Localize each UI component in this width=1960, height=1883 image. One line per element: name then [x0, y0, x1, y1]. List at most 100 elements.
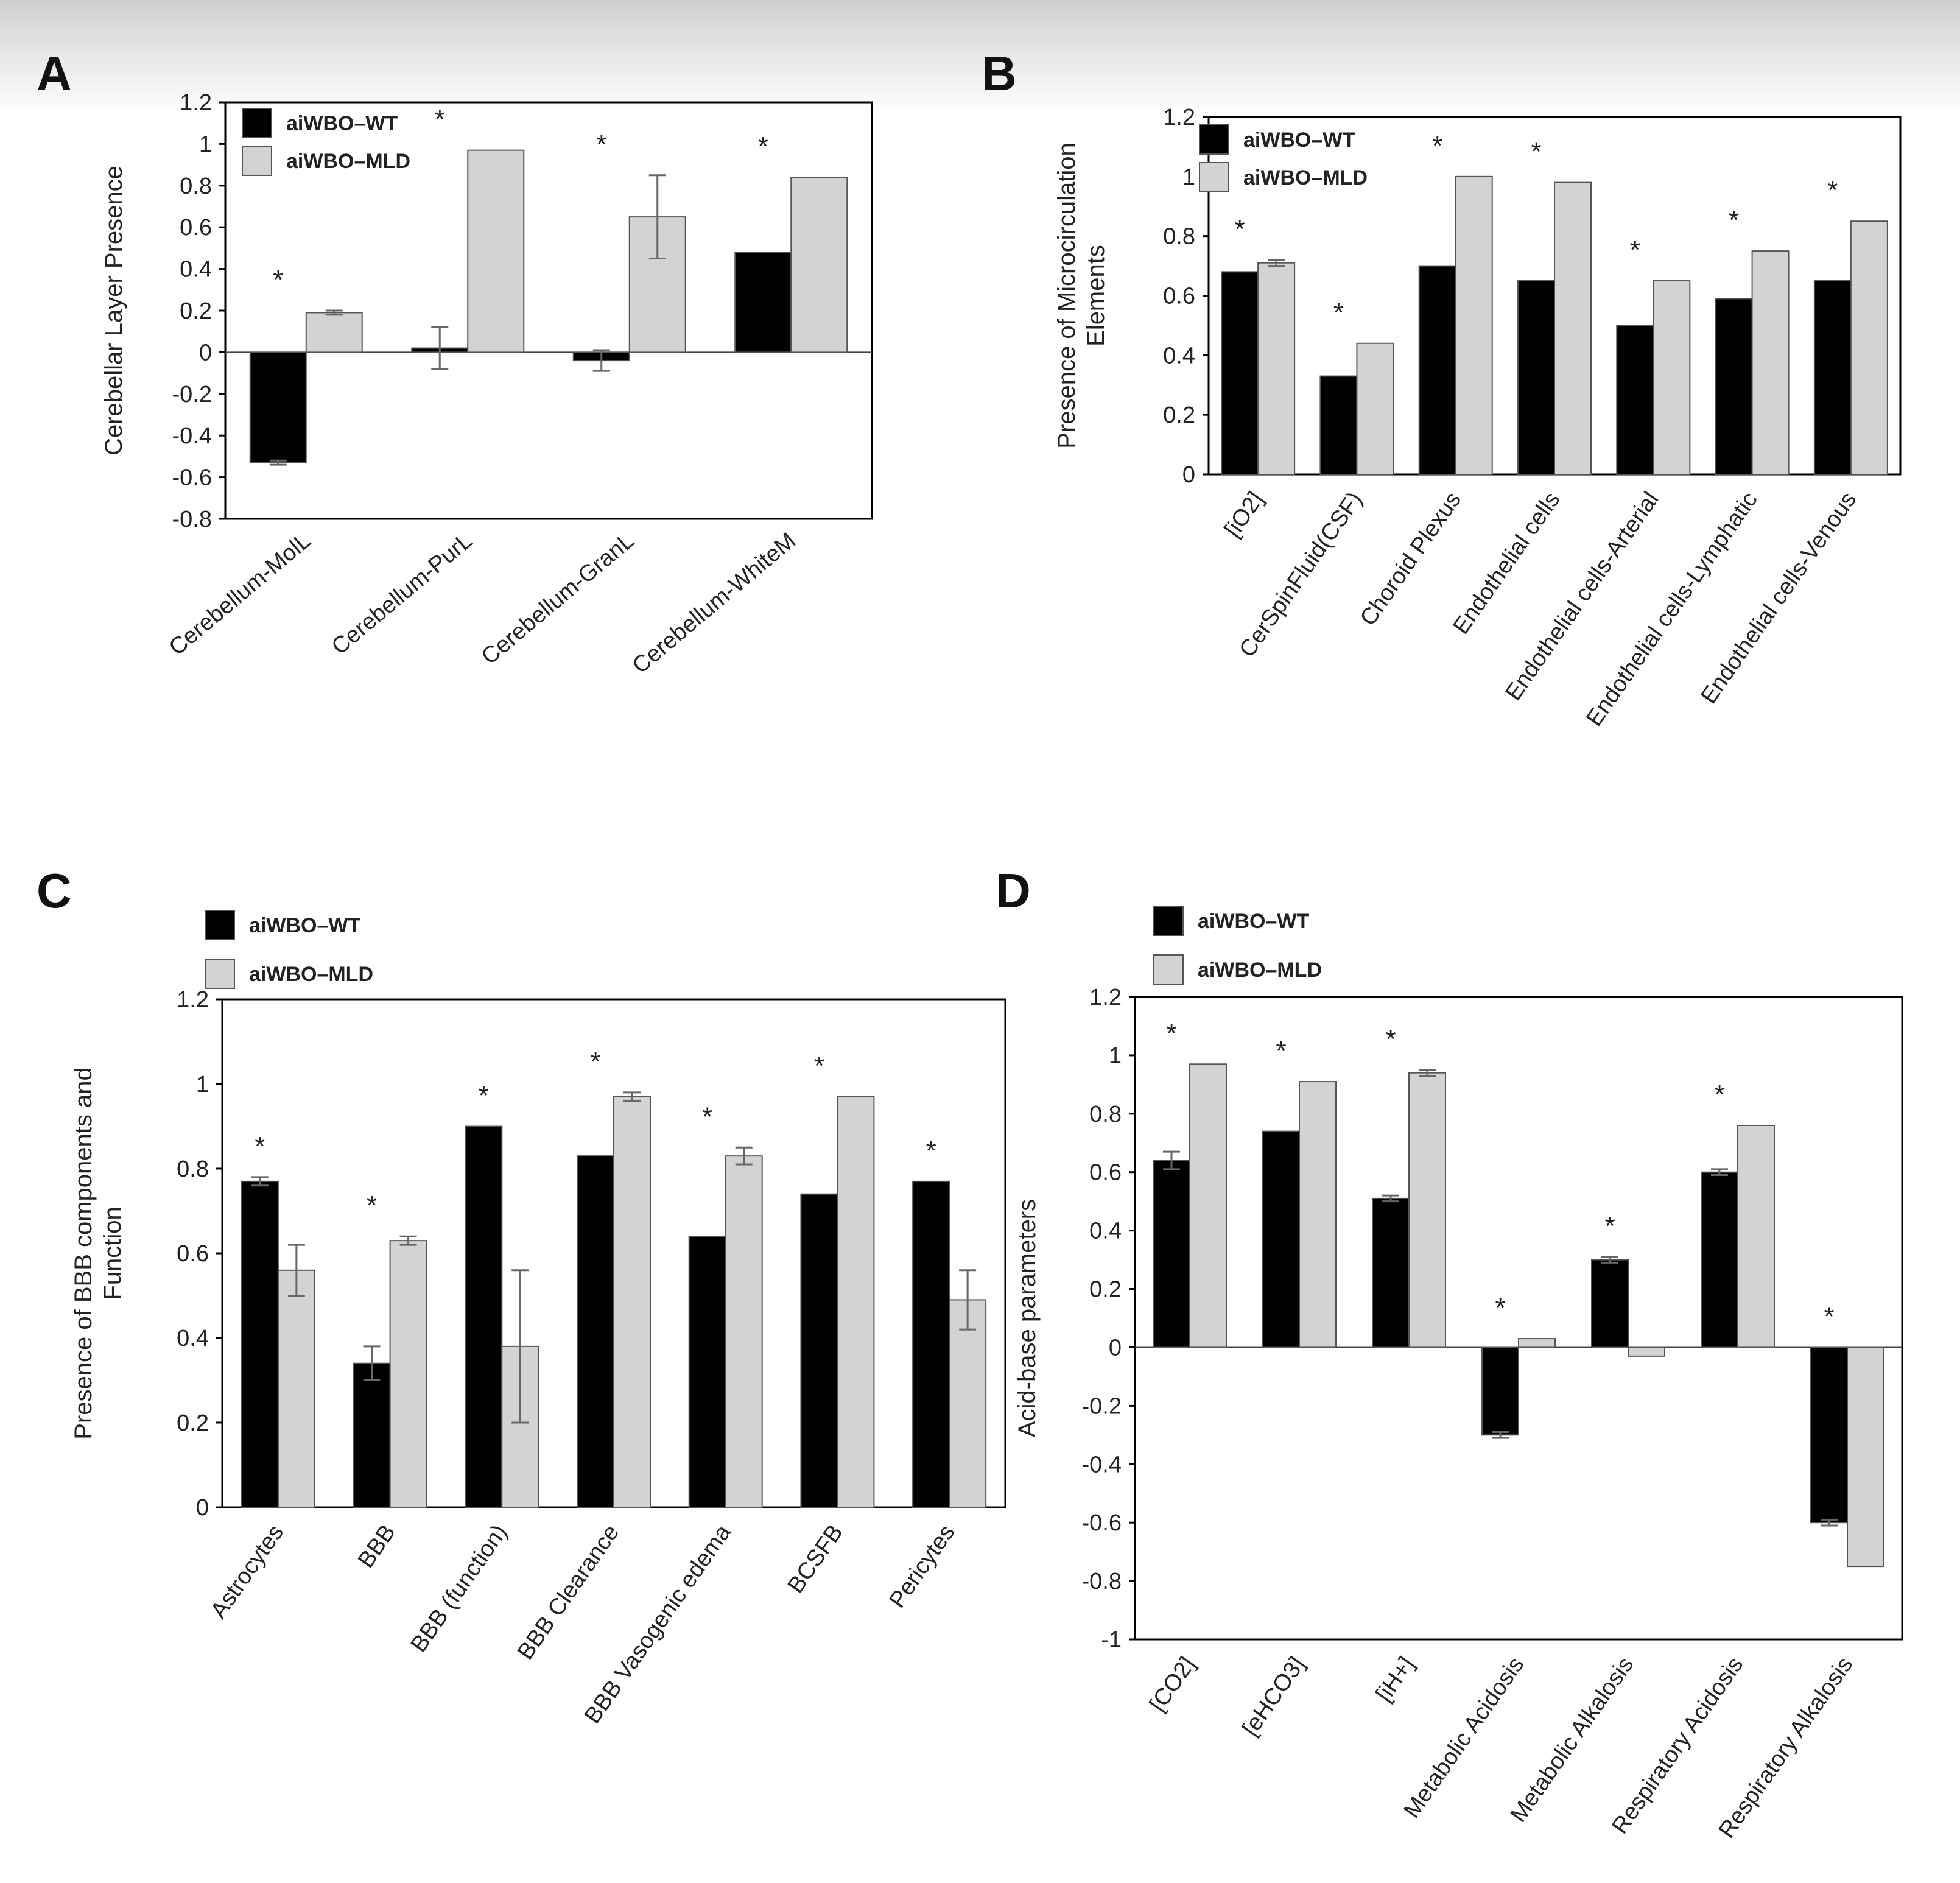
panel-letter: A	[37, 46, 72, 100]
bar-wt	[1153, 1160, 1190, 1348]
significance-star: *	[479, 1081, 489, 1111]
bar-mld	[1554, 181, 1592, 475]
significance-star: *	[1824, 1301, 1834, 1331]
y-tick-label: 0.6	[1089, 1160, 1122, 1186]
significance-star: *	[926, 1136, 936, 1166]
y-tick-label: 0.2	[1163, 403, 1195, 428]
bar-mld	[1356, 342, 1394, 475]
significance-star: *	[1729, 205, 1739, 235]
y-tick-label: 0.6	[1163, 284, 1195, 309]
bar-mld	[1628, 1346, 1665, 1357]
bar-mld	[305, 312, 363, 353]
significance-star: *	[367, 1191, 377, 1220]
y-tick-label: 0	[196, 1495, 209, 1521]
y-tick-label: 1	[199, 132, 212, 157]
y-tick-label: 0.2	[180, 298, 212, 324]
y-tick-label: -0.6	[1082, 1510, 1122, 1536]
bar-mld	[725, 1155, 763, 1508]
bar-mld	[1518, 1338, 1556, 1348]
category-label: [CO2]	[1145, 1652, 1200, 1716]
y-tick-label: -0.6	[172, 465, 212, 491]
bar-wt	[1591, 1259, 1629, 1348]
significance-star: *	[1385, 1024, 1396, 1054]
top-shade	[0, 0, 1960, 116]
y-tick-label: 0.4	[180, 257, 212, 283]
significance-star: *	[1333, 298, 1344, 328]
legend-label-mld: aiWBO–MLD	[1243, 166, 1368, 189]
bar-wt	[912, 1180, 950, 1508]
bar-mld	[1737, 1125, 1775, 1348]
y-tick-label: -0.2	[1082, 1393, 1122, 1419]
legend-swatch-wt	[242, 108, 272, 138]
panel-letter: D	[996, 864, 1031, 918]
significance-star: *	[1531, 137, 1541, 167]
bar-wt	[1418, 265, 1456, 475]
bar-wt	[734, 252, 792, 353]
legend-swatch-wt	[205, 910, 235, 940]
significance-star: *	[590, 1047, 600, 1077]
bar-wt	[249, 351, 307, 463]
y-tick-label: -0.4	[1082, 1452, 1122, 1477]
significance-star: *	[1166, 1018, 1176, 1048]
bar-mld	[1299, 1081, 1337, 1348]
bar-wt	[1262, 1130, 1300, 1348]
bar-mld	[1408, 1072, 1446, 1348]
legend-label-wt: aiWBO–WT	[1198, 910, 1309, 933]
y-tick-label: 0.2	[177, 1410, 209, 1436]
bar-mld	[1189, 1063, 1227, 1348]
bar-wt	[1517, 280, 1555, 475]
y-tick-label: 0	[1182, 462, 1195, 488]
y-tick-label: -0.8	[172, 507, 212, 532]
y-tick-label: 1.2	[180, 90, 212, 116]
legend-swatch-mld	[1153, 954, 1184, 985]
y-tick-label: -1	[1101, 1627, 1122, 1653]
bar-wt	[1701, 1171, 1738, 1348]
significance-star: *	[435, 105, 445, 135]
significance-star: *	[596, 130, 606, 160]
legend-label-mld: aiWBO–MLD	[249, 963, 373, 986]
legend-label-wt: aiWBO–WT	[249, 914, 360, 937]
y-tick-label: 0.4	[1089, 1219, 1122, 1244]
category-label: [iH+]	[1371, 1652, 1420, 1706]
y-axis-label: Presence of Microcirculation	[1053, 143, 1080, 448]
significance-star: *	[758, 132, 768, 161]
y-tick-label: 0.8	[180, 174, 212, 199]
significance-star: *	[1604, 1211, 1615, 1241]
bar-wt	[1372, 1197, 1410, 1348]
significance-star: *	[255, 1132, 265, 1161]
y-tick-label: -0.2	[172, 382, 212, 407]
significance-star: *	[702, 1102, 712, 1132]
y-tick-label: 0.4	[1163, 343, 1195, 368]
y-tick-label: -0.4	[172, 423, 212, 449]
bar-mld	[467, 149, 525, 353]
significance-star: *	[1495, 1293, 1505, 1323]
legend-swatch-mld	[1199, 162, 1229, 192]
significance-star: *	[273, 265, 283, 295]
bar-wt	[1810, 1346, 1848, 1524]
bar-wt	[241, 1180, 279, 1508]
category-label: [eHCO3]	[1237, 1652, 1310, 1740]
y-tick-label: 0.2	[1089, 1277, 1122, 1303]
bar-mld	[389, 1240, 427, 1508]
y-tick-label: 0.6	[177, 1241, 209, 1267]
bar-wt	[1481, 1346, 1519, 1436]
bar-wt	[688, 1236, 726, 1508]
y-tick-label: 1	[1182, 164, 1195, 190]
panel-letter: C	[37, 864, 72, 918]
bar-mld	[949, 1299, 987, 1508]
y-tick-label: 0	[1109, 1335, 1122, 1360]
y-tick-label: 1.2	[1163, 105, 1195, 130]
bar-mld	[1751, 250, 1790, 475]
bar-mld	[1455, 175, 1493, 475]
bar-wt	[1319, 375, 1358, 476]
y-tick-label: 1.2	[1089, 985, 1122, 1010]
bar-mld	[837, 1096, 875, 1508]
panel-letter: B	[982, 46, 1017, 100]
category-label: Metabolic Alkalosis	[1506, 1652, 1639, 1827]
y-tick-label: 1	[196, 1072, 209, 1097]
significance-star: *	[1276, 1036, 1286, 1066]
